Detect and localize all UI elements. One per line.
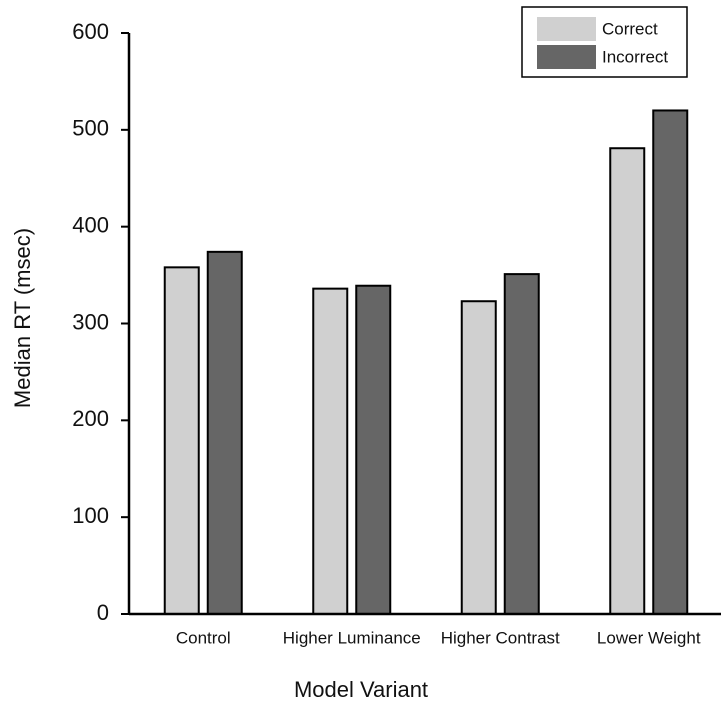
legend-label: Incorrect	[602, 47, 668, 66]
y-tick-label: 500	[72, 116, 109, 141]
bar	[503, 273, 540, 615]
legend-swatch	[537, 17, 596, 41]
y-tick-label: 300	[72, 309, 109, 334]
bar	[163, 266, 200, 615]
x-tick-label: Higher Luminance	[283, 628, 421, 647]
x-tick-label: Lower Weight	[597, 628, 701, 647]
bar	[206, 250, 243, 616]
x-axis-title: Model Variant	[294, 677, 428, 702]
legend-label: Correct	[602, 19, 658, 38]
bar	[609, 147, 646, 616]
y-tick-label: 200	[72, 406, 109, 431]
y-tick-label: 400	[72, 212, 109, 237]
bar	[460, 300, 497, 615]
y-tick-label: 600	[72, 19, 109, 44]
bar	[355, 284, 392, 615]
y-axis-title: Median RT (msec)	[10, 228, 35, 408]
x-tick-label: Control	[176, 628, 231, 647]
y-tick-label: 0	[97, 600, 109, 625]
y-tick-label: 100	[72, 503, 109, 528]
x-tick-label: Higher Contrast	[441, 628, 560, 647]
legend-swatch	[537, 45, 596, 69]
bar	[652, 109, 689, 615]
bar	[312, 287, 349, 615]
